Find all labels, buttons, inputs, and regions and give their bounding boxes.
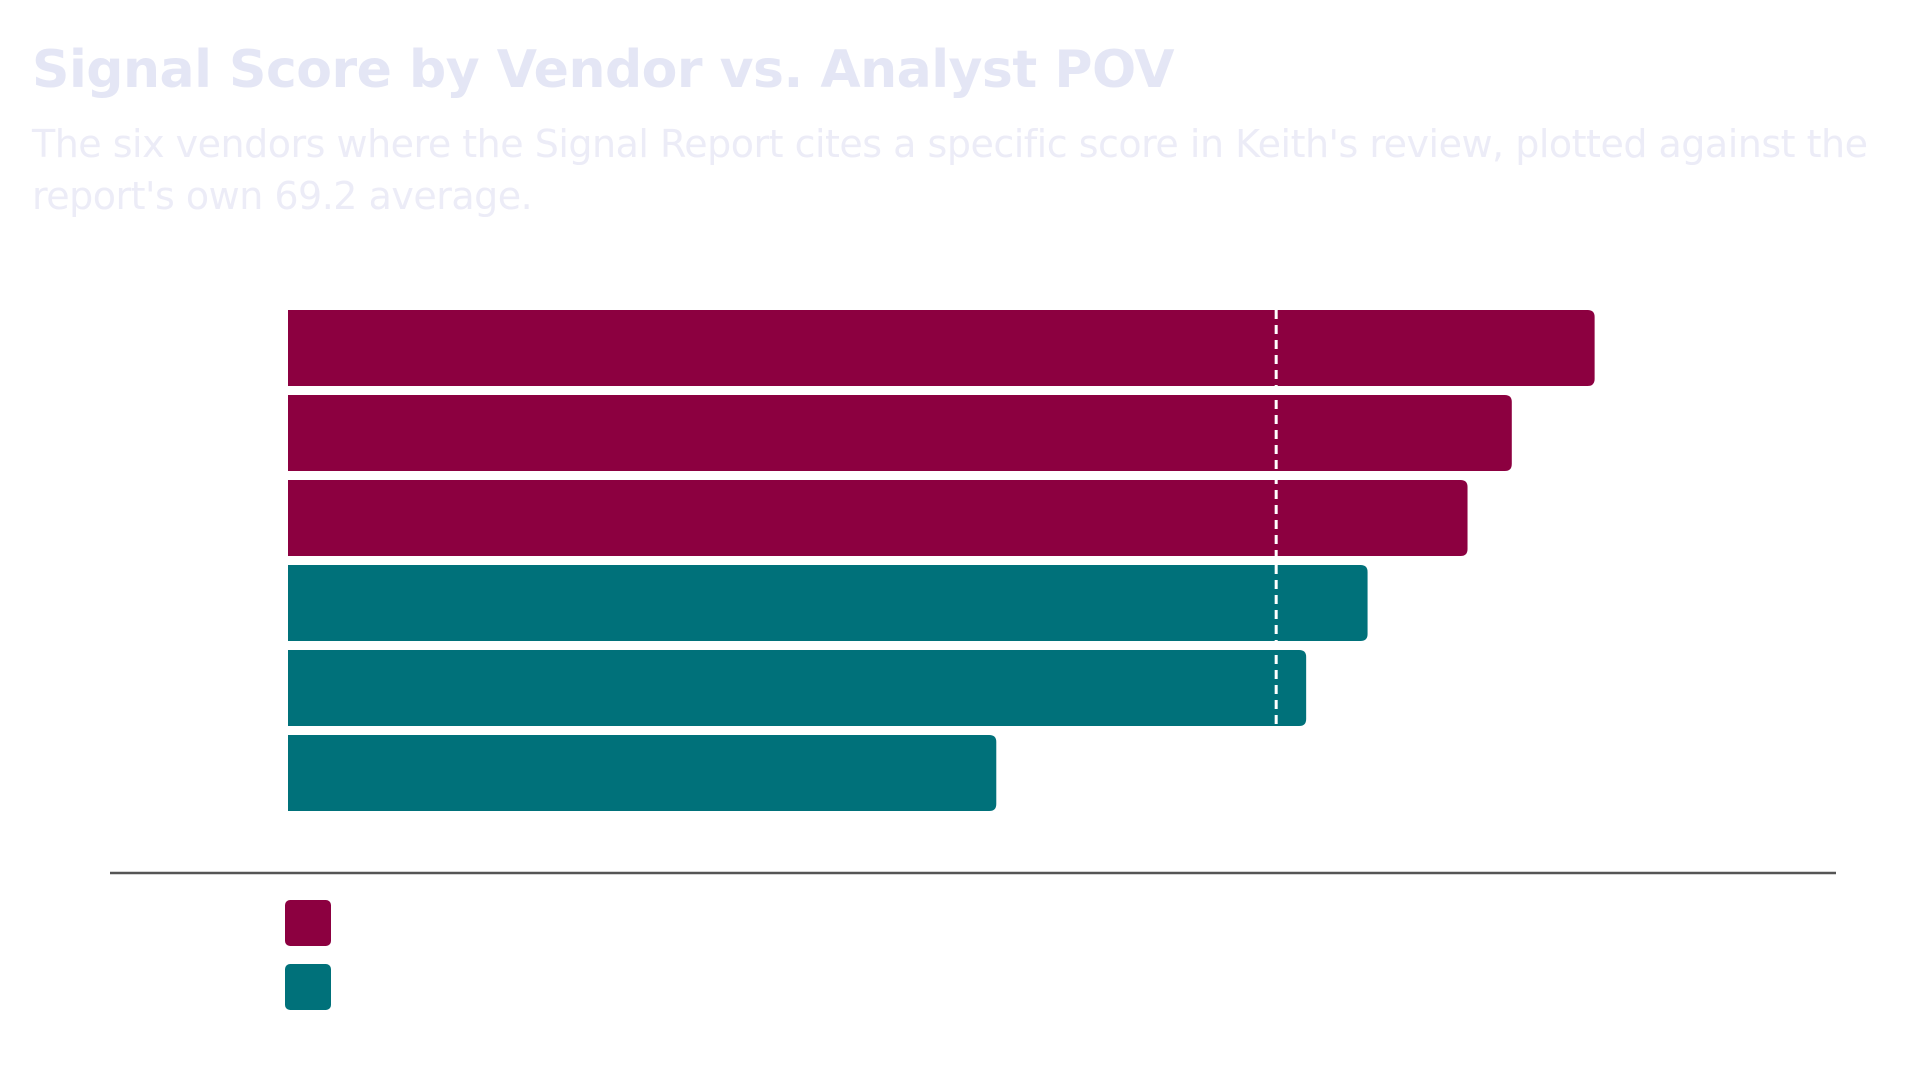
legend-swatch-b: [285, 964, 331, 1010]
legend-swatch-a: [285, 900, 331, 946]
chart-title: Signal Score by Vendor vs. Analyst POV: [32, 40, 1175, 100]
bar-1: [288, 310, 1595, 386]
bar-4: [288, 565, 1368, 641]
bar-6: [288, 735, 997, 811]
bar-3: [288, 480, 1468, 556]
bar-2: [288, 395, 1512, 471]
chart-subtitle: The six vendors where the Signal Report …: [32, 122, 1868, 218]
bar-5: [288, 650, 1307, 726]
